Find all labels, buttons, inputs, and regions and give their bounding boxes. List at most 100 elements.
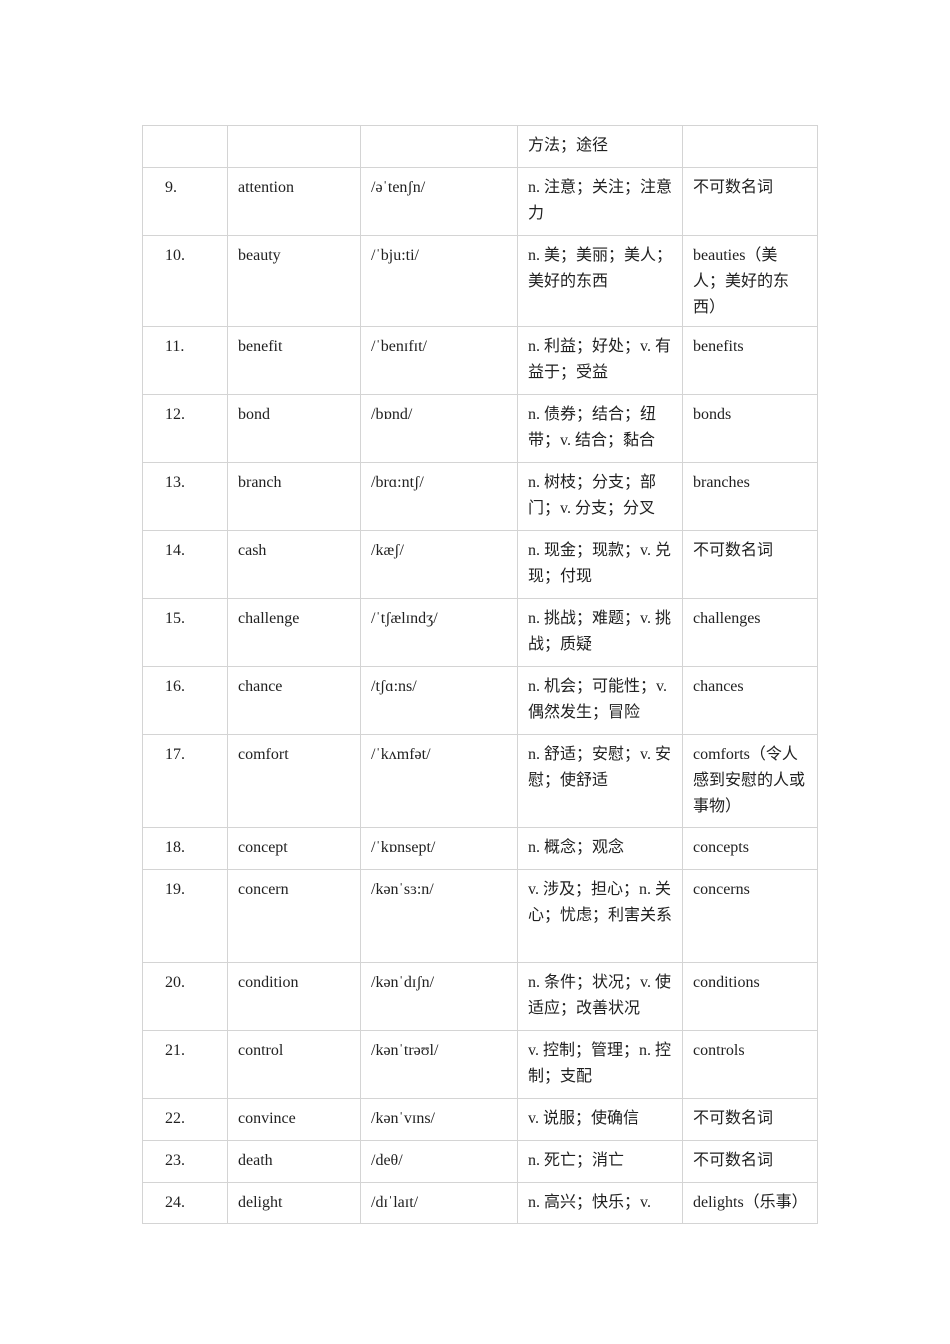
phonetic-cell: /bɒnd/ xyxy=(360,394,518,463)
phonetic-cell xyxy=(360,125,518,168)
row-number-cell: 14. xyxy=(142,530,228,599)
definition-cell: n. 利益；好处；v. 有益于；受益 xyxy=(517,326,683,395)
word-cell: benefit xyxy=(227,326,361,395)
phonetic-cell: /kæʃ/ xyxy=(360,530,518,599)
word-cell: cash xyxy=(227,530,361,599)
plural-note-cell: conditions xyxy=(682,962,818,1031)
definition-cell: n. 美；美丽；美人；美好的东西 xyxy=(517,235,683,327)
plural-note-cell: 不可数名词 xyxy=(682,530,818,599)
row-number-cell: 21. xyxy=(142,1030,228,1099)
word-cell: challenge xyxy=(227,598,361,667)
table-row: 方法；途径 xyxy=(142,125,818,168)
phonetic-cell: /kənˈvɪns/ xyxy=(360,1098,518,1141)
definition-cell: n. 条件；状况；v. 使适应；改善状况 xyxy=(517,962,683,1031)
definition-cell: n. 死亡；消亡 xyxy=(517,1140,683,1183)
plural-note-cell: concerns xyxy=(682,869,818,963)
plural-note-cell: 不可数名词 xyxy=(682,1098,818,1141)
plural-note-cell xyxy=(682,125,818,168)
word-cell: delight xyxy=(227,1182,361,1224)
row-number-cell: 9. xyxy=(142,167,228,236)
definition-cell: n. 机会；可能性；v. 偶然发生；冒险 xyxy=(517,666,683,735)
table-row: 14. cash/kæʃ/n. 现金；现款；v. 兑现；付现 不可数名词 xyxy=(142,530,818,599)
phonetic-cell: /ˈbju:ti/ xyxy=(360,235,518,327)
definition-cell: n. 挑战；难题；v. 挑战；质疑 xyxy=(517,598,683,667)
phonetic-cell: /kənˈsɜ:n/ xyxy=(360,869,518,963)
table-row: 24. delight/dɪˈlaɪt/n. 高兴；快乐；v. delights（乐… xyxy=(142,1182,818,1224)
vocabulary-table: 方法；途径 9. attention/əˈtenʃn/n. 注意；关注；注意力 不可数… xyxy=(142,125,818,1224)
row-number-cell: 24. xyxy=(142,1182,228,1224)
table-row: 10. beauty/ˈbju:ti/n. 美；美丽；美人；美好的东西 beauti… xyxy=(142,235,818,327)
word-cell: condition xyxy=(227,962,361,1031)
row-number-cell: 10. xyxy=(142,235,228,327)
definition-cell: 方法；途径 xyxy=(517,125,683,168)
phonetic-cell: /ˈbenɪfɪt/ xyxy=(360,326,518,395)
phonetic-cell: /kənˈdɪʃn/ xyxy=(360,962,518,1031)
definition-cell: v. 涉及；担心；n. 关心；忧虑；利害关系 xyxy=(517,869,683,963)
table-row: 15. challenge/ˈtʃælɪndʒ/n. 挑战；难题；v. 挑战；质疑… xyxy=(142,598,818,667)
plural-note-cell: concepts xyxy=(682,827,818,870)
phonetic-cell: /əˈtenʃn/ xyxy=(360,167,518,236)
definition-cell: v. 控制；管理；n. 控制；支配 xyxy=(517,1030,683,1099)
plural-note-cell: branches xyxy=(682,462,818,531)
definition-cell: n. 现金；现款；v. 兑现；付现 xyxy=(517,530,683,599)
row-number-cell: 22. xyxy=(142,1098,228,1141)
word-cell: control xyxy=(227,1030,361,1099)
word-cell xyxy=(227,125,361,168)
row-number-cell: 20. xyxy=(142,962,228,1031)
plural-note-cell: chances xyxy=(682,666,818,735)
table-row: 12. bond/bɒnd/n. 债券；结合；纽带；v. 结合；黏合 bonds xyxy=(142,394,818,463)
row-number-cell: 11. xyxy=(142,326,228,395)
definition-cell: n. 债券；结合；纽带；v. 结合；黏合 xyxy=(517,394,683,463)
table-row: 22. convince/kənˈvɪns/v. 说服；使确信 不可数名词 xyxy=(142,1098,818,1141)
plural-note-cell: comforts（令人感到安慰的人或事物） xyxy=(682,734,818,828)
table-row: 21. control/kənˈtrəʊl/v. 控制；管理；n. 控制；支配 co… xyxy=(142,1030,818,1099)
row-number-cell: 23. xyxy=(142,1140,228,1183)
row-number-cell: 18. xyxy=(142,827,228,870)
definition-cell: n. 概念；观念 xyxy=(517,827,683,870)
definition-cell: n. 高兴；快乐；v. xyxy=(517,1182,683,1224)
table-row: 9. attention/əˈtenʃn/n. 注意；关注；注意力 不可数名词 xyxy=(142,167,818,236)
word-cell: comfort xyxy=(227,734,361,828)
plural-note-cell: controls xyxy=(682,1030,818,1099)
phonetic-cell: /ˈkʌmfət/ xyxy=(360,734,518,828)
table-row: 11. benefit/ˈbenɪfɪt/n. 利益；好处；v. 有益于；受益 be… xyxy=(142,326,818,395)
table-row: 13. branch/brɑ:ntʃ/n. 树枝；分支；部门；v. 分支；分叉 br… xyxy=(142,462,818,531)
plural-note-cell: beauties（美人；美好的东西） xyxy=(682,235,818,327)
row-number-cell: 16. xyxy=(142,666,228,735)
word-cell: attention xyxy=(227,167,361,236)
phonetic-cell: /deθ/ xyxy=(360,1140,518,1183)
word-cell: concept xyxy=(227,827,361,870)
definition-cell: n. 树枝；分支；部门；v. 分支；分叉 xyxy=(517,462,683,531)
row-number-cell: 13. xyxy=(142,462,228,531)
plural-note-cell: benefits xyxy=(682,326,818,395)
definition-cell: v. 说服；使确信 xyxy=(517,1098,683,1141)
row-number-cell: 15. xyxy=(142,598,228,667)
definition-cell: n. 舒适；安慰；v. 安慰；使舒适 xyxy=(517,734,683,828)
row-number-cell: 12. xyxy=(142,394,228,463)
row-number-cell: 19. xyxy=(142,869,228,963)
word-cell: death xyxy=(227,1140,361,1183)
phonetic-cell: /tʃɑ:ns/ xyxy=(360,666,518,735)
row-number-cell xyxy=(142,125,228,168)
phonetic-cell: /brɑ:ntʃ/ xyxy=(360,462,518,531)
definition-cell: n. 注意；关注；注意力 xyxy=(517,167,683,236)
table-row: 17. comfort/ˈkʌmfət/n. 舒适；安慰；v. 安慰；使舒适 com… xyxy=(142,734,818,828)
phonetic-cell: /dɪˈlaɪt/ xyxy=(360,1182,518,1224)
plural-note-cell: 不可数名词 xyxy=(682,1140,818,1183)
row-number-cell: 17. xyxy=(142,734,228,828)
table-row: 18. concept/ˈkɒnsept/n. 概念；观念 concepts xyxy=(142,827,818,870)
phonetic-cell: /ˈkɒnsept/ xyxy=(360,827,518,870)
plural-note-cell: bonds xyxy=(682,394,818,463)
table-row: 19. concern/kənˈsɜ:n/v. 涉及；担心；n. 关心；忧虑；利害… xyxy=(142,869,818,963)
phonetic-cell: /kənˈtrəʊl/ xyxy=(360,1030,518,1099)
word-cell: branch xyxy=(227,462,361,531)
table-row: 20. condition/kənˈdɪʃn/n. 条件；状况；v. 使适应；改善… xyxy=(142,962,818,1031)
phonetic-cell: /ˈtʃælɪndʒ/ xyxy=(360,598,518,667)
plural-note-cell: challenges xyxy=(682,598,818,667)
word-cell: convince xyxy=(227,1098,361,1141)
plural-note-cell: 不可数名词 xyxy=(682,167,818,236)
word-cell: beauty xyxy=(227,235,361,327)
word-cell: bond xyxy=(227,394,361,463)
word-cell: chance xyxy=(227,666,361,735)
